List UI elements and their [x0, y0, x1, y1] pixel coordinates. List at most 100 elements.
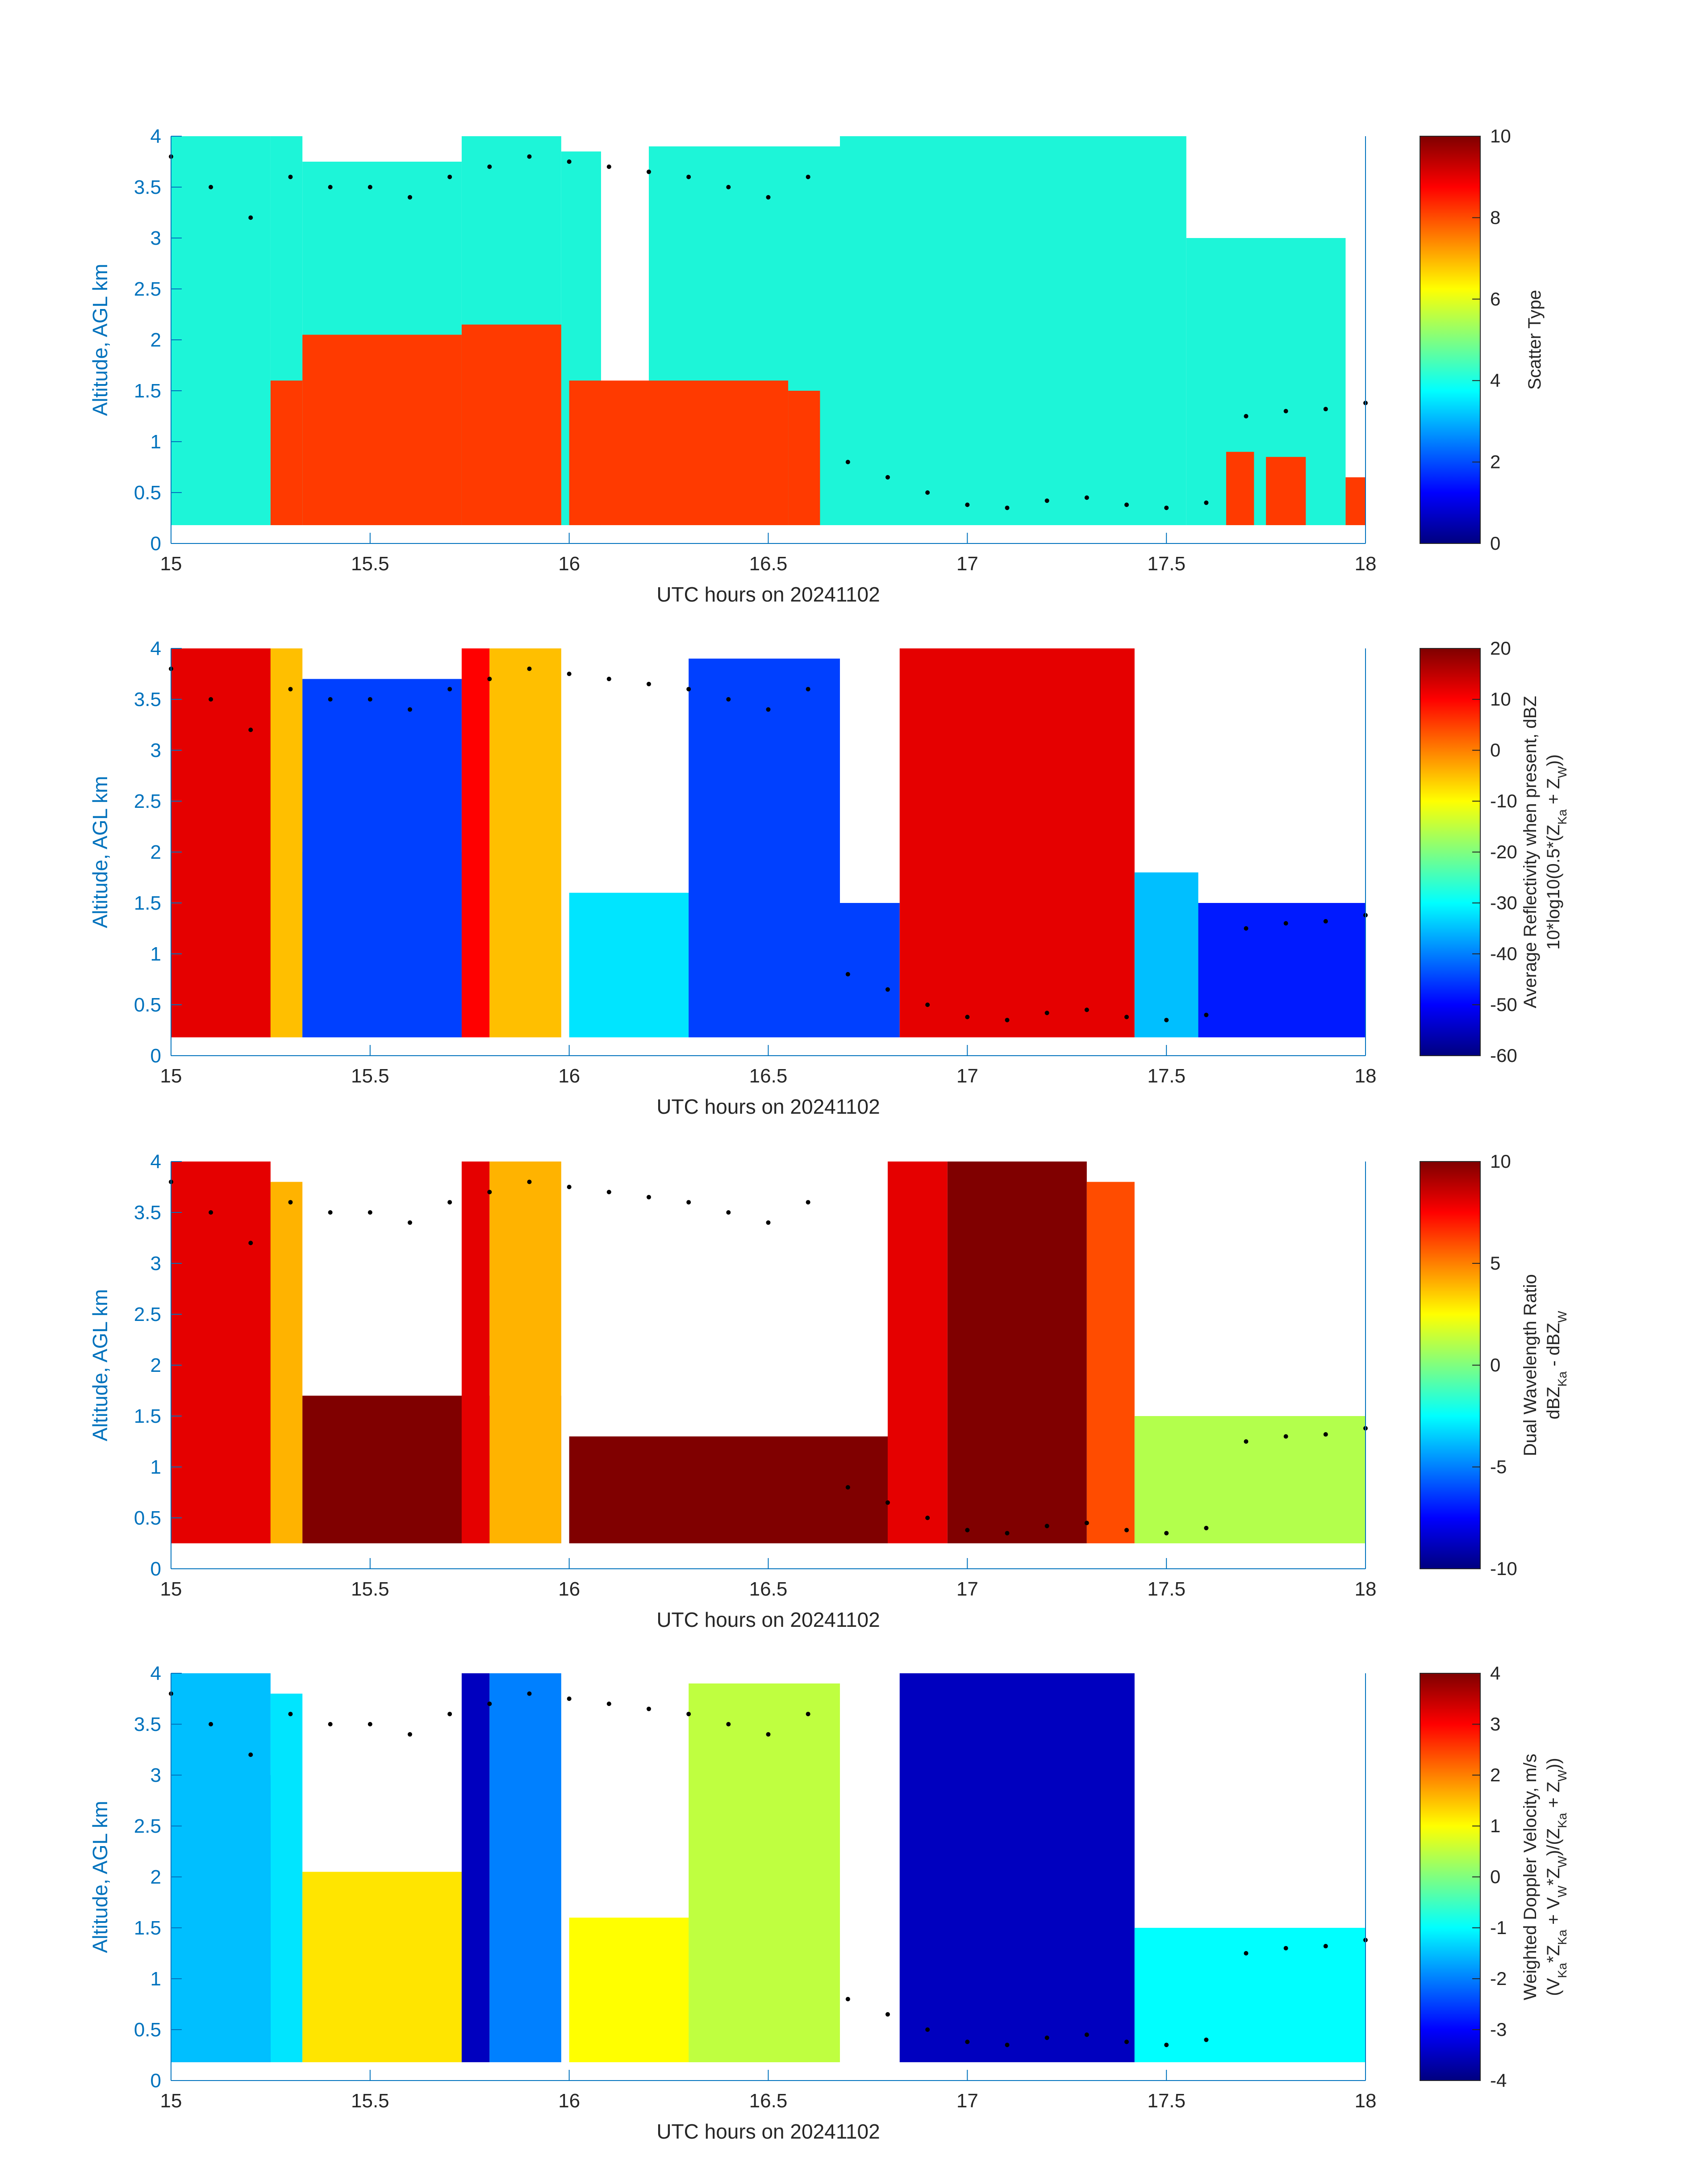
track-marker-20 [965, 1015, 970, 1020]
panel-2-axes: 15 15.5 16 16.5 17 17.5 18 0 0.5 1 1.5 2 2.5 3 3.5 4 UTC… [88, 638, 1376, 1118]
y-tick-label: 1 [150, 431, 161, 453]
colorbar-tick-label: 2 [1490, 1764, 1500, 1785]
data-region-9 [899, 648, 1135, 1037]
y-tick-label: 1.5 [134, 892, 161, 914]
colorbar-tick-label: -10 [1490, 790, 1517, 811]
data-region-5 [569, 1436, 888, 1543]
track-marker-3 [288, 175, 293, 180]
colorbar-tick-label: 0 [1490, 533, 1500, 554]
y-tick-label: 0 [150, 1045, 161, 1067]
track-marker-18 [885, 475, 890, 480]
track-marker-29 [1323, 1944, 1328, 1949]
track-marker-5 [367, 185, 372, 189]
track-marker-5 [367, 1722, 372, 1726]
colorbar-label-line-1: Scatter Type [1525, 290, 1545, 390]
y-tick-label: 3 [150, 740, 161, 761]
panel-dual-wavelength-ratio: 15 15.5 16 16.5 17 17.5 18 0 0.5 1 1.5 2 2.5 3 3.5 4 UTC… [88, 1151, 1569, 1631]
track-marker-14 [726, 185, 731, 189]
track-marker-4 [328, 1210, 333, 1215]
x-tick-label: 15 [160, 553, 182, 575]
track-marker-18 [885, 2012, 890, 2017]
track-marker-15 [766, 1220, 771, 1225]
data-region-11 [1198, 903, 1366, 1037]
track-marker-27 [1244, 1439, 1249, 1444]
colorbar-gradient [1420, 648, 1480, 1056]
track-marker-14 [726, 1210, 731, 1215]
colorbar-tick-label: -50 [1490, 994, 1517, 1015]
y-tick-label: 3.5 [134, 176, 161, 198]
x-tick-label: 16 [558, 1065, 580, 1087]
colorbar-tick-label: 10 [1490, 1151, 1511, 1172]
track-marker-12 [647, 1195, 651, 1199]
precip-region-4 [788, 391, 820, 525]
y-tick-label: 1.5 [134, 380, 161, 402]
track-marker-2 [248, 727, 253, 732]
data-region-3 [302, 679, 462, 1037]
colorbar-tick-label: 20 [1490, 638, 1511, 659]
track-marker-11 [606, 677, 611, 681]
track-marker-8 [487, 1190, 492, 1195]
x-axis-label: UTC hours on 20241102 [656, 1095, 880, 1118]
colorbar-tick-label: -30 [1490, 892, 1517, 913]
data-region-7 [689, 1683, 840, 2062]
track-marker-22 [1044, 1011, 1049, 1015]
data-region-1 [270, 648, 303, 1037]
track-marker-1 [209, 1210, 213, 1215]
x-tick-label: 15.5 [351, 553, 389, 575]
track-marker-19 [925, 490, 930, 495]
y-tick-label: 0.5 [134, 1507, 161, 1529]
track-marker-1 [209, 1722, 213, 1726]
precip-region-3 [569, 380, 789, 525]
track-marker-28 [1283, 1946, 1288, 1951]
colorbar-tick-label: 3 [1490, 1713, 1500, 1734]
data-region-7 [689, 658, 840, 1037]
colorbar-tick-label: -20 [1490, 841, 1517, 862]
track-marker-8 [487, 164, 492, 169]
panel-3-colorbar: -10 -5 0 5 10 Dual Wavelength Ratio dBZKa - dB… [1420, 1151, 1569, 1579]
y-tick-label: 3 [150, 1764, 161, 1786]
panel-2-plot-area [169, 648, 1368, 1037]
track-marker-22 [1044, 498, 1049, 503]
data-region-8 [840, 903, 900, 1037]
y-tick-label: 3.5 [134, 1202, 161, 1224]
track-marker-25 [1164, 1018, 1169, 1023]
colorbar-label-line-2: 10*log10(0.5*(ZKa + ZW)) [1544, 754, 1569, 950]
track-marker-13 [686, 687, 691, 692]
track-marker-8 [487, 1701, 492, 1706]
y-tick-label: 0.5 [134, 994, 161, 1016]
track-marker-12 [647, 1706, 651, 1711]
panel-2-colorbar: -60 -50 -40 -30 -20 -10 0 10 20 Average Reflectiv… [1420, 638, 1569, 1066]
colorbar-tick-label: -5 [1490, 1456, 1507, 1477]
y-tick-label: 0 [150, 1558, 161, 1580]
track-marker-13 [686, 1200, 691, 1205]
track-marker-4 [328, 1722, 333, 1726]
colorbar-tick-label: 0 [1490, 1354, 1500, 1375]
track-marker-3 [288, 1712, 293, 1717]
track-marker-14 [726, 1722, 731, 1726]
colorbar-tick-label: -4 [1490, 2070, 1507, 2091]
data-region-1 [270, 1182, 303, 1543]
track-marker-25 [1164, 506, 1169, 510]
y-axis-label: Altitude, AGL km [88, 1289, 112, 1442]
data-region-1 [171, 1673, 271, 2062]
track-marker-27 [1244, 414, 1249, 418]
track-marker-27 [1244, 1951, 1249, 1956]
track-marker-6 [408, 1732, 412, 1737]
panel-4-colorbar: -4 -3 -2 -1 0 1 2 3 4 Weighted Doppler Velocity, … [1420, 1663, 1569, 2091]
x-tick-label: 17 [956, 1065, 978, 1087]
track-marker-13 [686, 175, 691, 180]
track-marker-22 [1044, 2035, 1049, 2040]
colorbar-tick-label: -10 [1490, 1558, 1517, 1579]
track-marker-16 [806, 1712, 810, 1717]
x-tick-label: 16.5 [749, 2090, 788, 2112]
track-marker-2 [248, 1241, 253, 1245]
colorbar-tick-label: -3 [1490, 2019, 1507, 2040]
x-tick-label: 18 [1355, 2090, 1377, 2112]
track-marker-22 [1044, 1524, 1049, 1529]
track-marker-29 [1323, 919, 1328, 924]
track-marker-17 [845, 1485, 850, 1490]
track-marker-5 [367, 1210, 372, 1215]
track-marker-1 [209, 697, 213, 702]
track-marker-20 [965, 2039, 970, 2044]
track-marker-10 [567, 1696, 572, 1701]
